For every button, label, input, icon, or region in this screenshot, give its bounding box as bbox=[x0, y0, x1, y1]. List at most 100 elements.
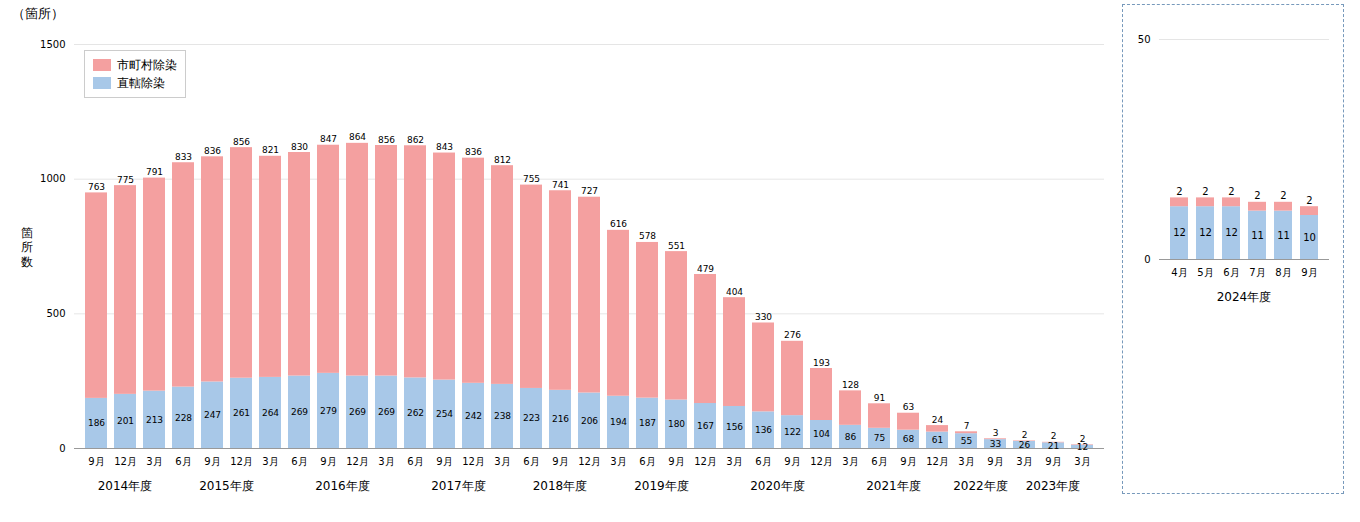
svg-text:2018年度: 2018年度 bbox=[533, 479, 588, 493]
svg-text:12月: 12月 bbox=[346, 456, 369, 467]
svg-text:791: 791 bbox=[146, 167, 163, 177]
svg-text:6月: 6月 bbox=[639, 456, 655, 467]
svg-text:262: 262 bbox=[407, 408, 424, 418]
svg-text:479: 479 bbox=[697, 264, 714, 274]
svg-text:2: 2 bbox=[1202, 186, 1208, 197]
svg-text:91: 91 bbox=[874, 393, 885, 403]
svg-text:2024年度: 2024年度 bbox=[1217, 290, 1272, 304]
svg-text:3月: 3月 bbox=[1074, 456, 1090, 467]
svg-text:755: 755 bbox=[523, 174, 540, 184]
svg-text:843: 843 bbox=[436, 142, 453, 152]
svg-text:12月: 12月 bbox=[230, 456, 253, 467]
svg-text:830: 830 bbox=[291, 142, 308, 152]
svg-text:156: 156 bbox=[726, 422, 743, 432]
svg-text:2015年度: 2015年度 bbox=[199, 479, 254, 493]
svg-text:833: 833 bbox=[175, 152, 192, 162]
svg-text:193: 193 bbox=[813, 358, 830, 368]
svg-text:3月: 3月 bbox=[958, 456, 974, 467]
svg-text:201: 201 bbox=[117, 416, 134, 426]
svg-text:6月: 6月 bbox=[175, 456, 191, 467]
svg-text:9月: 9月 bbox=[1301, 267, 1317, 278]
svg-text:578: 578 bbox=[639, 231, 656, 241]
svg-text:2019年度: 2019年度 bbox=[634, 479, 689, 493]
svg-text:279: 279 bbox=[320, 406, 337, 416]
svg-text:228: 228 bbox=[175, 413, 192, 423]
svg-text:10: 10 bbox=[1303, 232, 1316, 243]
svg-text:862: 862 bbox=[407, 135, 424, 145]
svg-text:7: 7 bbox=[964, 421, 970, 431]
svg-text:269: 269 bbox=[378, 407, 395, 417]
svg-text:194: 194 bbox=[610, 417, 627, 427]
svg-text:1500: 1500 bbox=[40, 39, 65, 50]
svg-text:箇所数: 箇所数 bbox=[21, 226, 33, 269]
svg-text:167: 167 bbox=[697, 421, 714, 431]
svg-text:9月: 9月 bbox=[204, 456, 220, 467]
svg-text:3月: 3月 bbox=[378, 456, 394, 467]
svg-text:9月: 9月 bbox=[88, 456, 104, 467]
svg-text:261: 261 bbox=[233, 408, 250, 418]
svg-text:254: 254 bbox=[436, 409, 453, 419]
svg-text:12: 12 bbox=[1173, 227, 1186, 238]
svg-text:128: 128 bbox=[842, 380, 859, 390]
svg-text:9月: 9月 bbox=[668, 456, 684, 467]
svg-text:2023年度: 2023年度 bbox=[1026, 479, 1081, 493]
svg-text:26: 26 bbox=[1019, 440, 1031, 450]
svg-text:11: 11 bbox=[1277, 230, 1290, 241]
svg-text:0: 0 bbox=[1144, 254, 1150, 265]
svg-text:2: 2 bbox=[1080, 434, 1086, 444]
svg-text:9月: 9月 bbox=[784, 456, 800, 467]
svg-text:616: 616 bbox=[610, 219, 627, 229]
svg-text:264: 264 bbox=[262, 408, 279, 418]
svg-text:223: 223 bbox=[523, 413, 540, 423]
svg-text:5月: 5月 bbox=[1197, 267, 1213, 278]
svg-text:775: 775 bbox=[117, 175, 134, 185]
svg-text:68: 68 bbox=[903, 434, 915, 444]
svg-text:9月: 9月 bbox=[436, 456, 452, 467]
svg-text:12月: 12月 bbox=[694, 456, 717, 467]
svg-text:6月: 6月 bbox=[407, 456, 423, 467]
svg-text:741: 741 bbox=[552, 180, 569, 190]
svg-text:2017年度: 2017年度 bbox=[431, 479, 486, 493]
svg-text:269: 269 bbox=[349, 407, 366, 417]
svg-text:206: 206 bbox=[581, 416, 598, 426]
svg-text:2021年度: 2021年度 bbox=[866, 479, 921, 493]
svg-text:8月: 8月 bbox=[1275, 267, 1291, 278]
svg-text:763: 763 bbox=[88, 182, 105, 192]
svg-text:2: 2 bbox=[1228, 186, 1234, 197]
svg-text:6月: 6月 bbox=[871, 456, 887, 467]
svg-text:9月: 9月 bbox=[552, 456, 568, 467]
svg-text:0: 0 bbox=[59, 443, 65, 454]
svg-text:330: 330 bbox=[755, 312, 772, 322]
svg-text:136: 136 bbox=[755, 425, 772, 435]
svg-text:836: 836 bbox=[204, 146, 221, 156]
svg-text:247: 247 bbox=[204, 410, 221, 420]
svg-text:238: 238 bbox=[494, 411, 511, 421]
svg-text:821: 821 bbox=[262, 145, 279, 155]
svg-text:269: 269 bbox=[291, 407, 308, 417]
svg-text:3月: 3月 bbox=[1016, 456, 1032, 467]
svg-text:847: 847 bbox=[320, 134, 337, 144]
svg-text:12月: 12月 bbox=[926, 456, 949, 467]
svg-text:187: 187 bbox=[639, 418, 656, 428]
svg-text:50: 50 bbox=[1138, 34, 1151, 45]
svg-text:86: 86 bbox=[845, 432, 857, 442]
svg-text:864: 864 bbox=[349, 132, 366, 142]
svg-text:9月: 9月 bbox=[987, 456, 1003, 467]
svg-text:75: 75 bbox=[874, 433, 885, 443]
svg-text:9月: 9月 bbox=[320, 456, 336, 467]
svg-text:2014年度: 2014年度 bbox=[98, 479, 153, 493]
svg-text:63: 63 bbox=[903, 402, 914, 412]
svg-text:122: 122 bbox=[784, 427, 801, 437]
svg-text:3月: 3月 bbox=[610, 456, 626, 467]
svg-text:856: 856 bbox=[378, 135, 395, 145]
svg-text:727: 727 bbox=[581, 186, 598, 196]
svg-text:2: 2 bbox=[1306, 195, 1312, 206]
svg-text:12: 12 bbox=[1225, 227, 1238, 238]
svg-text:24: 24 bbox=[932, 415, 944, 425]
svg-text:404: 404 bbox=[726, 287, 743, 297]
svg-text:3月: 3月 bbox=[842, 456, 858, 467]
svg-text:551: 551 bbox=[668, 241, 685, 251]
svg-text:6月: 6月 bbox=[523, 456, 539, 467]
svg-text:6月: 6月 bbox=[291, 456, 307, 467]
svg-text:12月: 12月 bbox=[114, 456, 137, 467]
